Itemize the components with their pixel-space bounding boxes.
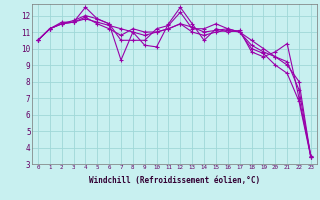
X-axis label: Windchill (Refroidissement éolien,°C): Windchill (Refroidissement éolien,°C) [89, 176, 260, 185]
